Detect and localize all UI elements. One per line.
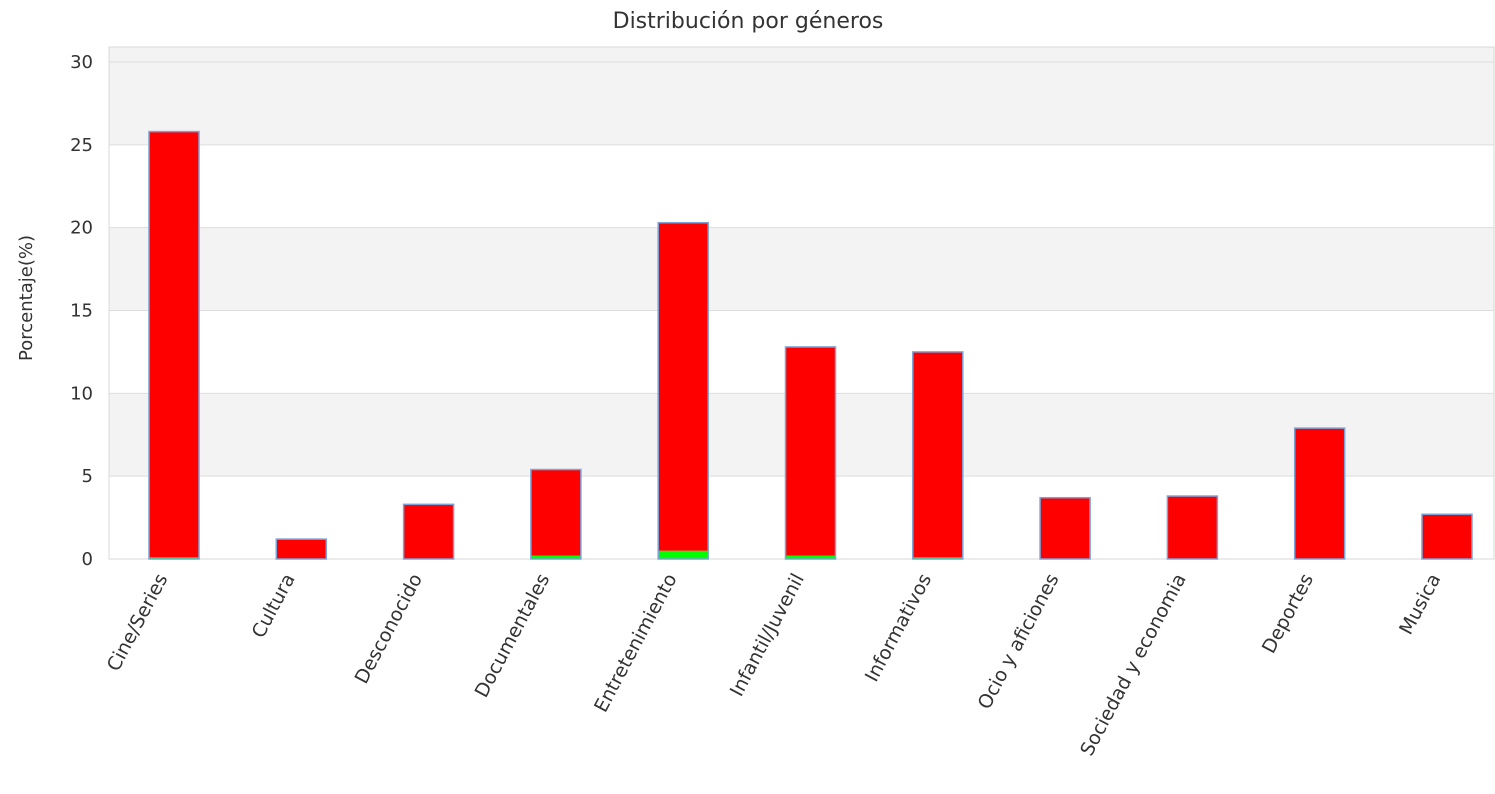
y-tick-labels: 0 5 10 15 20 25 30 [70, 52, 93, 570]
y-tick-label: 10 [70, 383, 93, 404]
x-category-label: Entretenimiento [590, 570, 682, 716]
grid-band [109, 145, 1494, 228]
x-category-label: Deportes [1258, 570, 1318, 657]
bar-segment [786, 347, 836, 556]
x-category-labels: Cine/Series Cultura Desconocido Documentale… [103, 570, 1446, 760]
bar-segment [1167, 496, 1217, 559]
bar-segment [404, 504, 454, 559]
x-category-label: Informativos [861, 570, 936, 685]
grid-band [109, 228, 1494, 311]
y-tick-label: 25 [70, 135, 93, 156]
bar-segment [531, 470, 581, 556]
grid-band [109, 47, 1494, 62]
x-category-label: Sociedad y economia [1076, 570, 1191, 760]
bar-segment [658, 223, 708, 551]
bar-segment [658, 551, 708, 559]
x-category-label: Documentales [471, 570, 555, 701]
y-tick-label: 0 [82, 549, 93, 570]
x-category-label: Cultura [248, 570, 300, 642]
bar-segment [1295, 428, 1345, 559]
y-axis-label: Porcentaje(%) [16, 235, 37, 361]
y-tick-label: 5 [82, 466, 93, 487]
bar-segment [1422, 514, 1472, 559]
x-category-label: Desconocido [351, 570, 427, 687]
chart-title: Distribución por géneros [613, 9, 884, 34]
y-tick-label: 30 [70, 52, 93, 73]
y-tick-label: 20 [70, 218, 93, 239]
x-category-label: Cine/Series [103, 570, 173, 675]
y-tick-label: 15 [70, 301, 93, 322]
x-category-label: Ocio y aficiones [974, 570, 1064, 713]
bar-segment [149, 132, 199, 558]
bar-segment [1040, 498, 1090, 559]
x-category-label: Musica [1395, 570, 1445, 638]
bar-segment [913, 352, 963, 557]
grid-band [109, 62, 1494, 145]
x-category-label: Infantil/Juvenil [726, 570, 809, 700]
bar-segment [276, 539, 326, 559]
